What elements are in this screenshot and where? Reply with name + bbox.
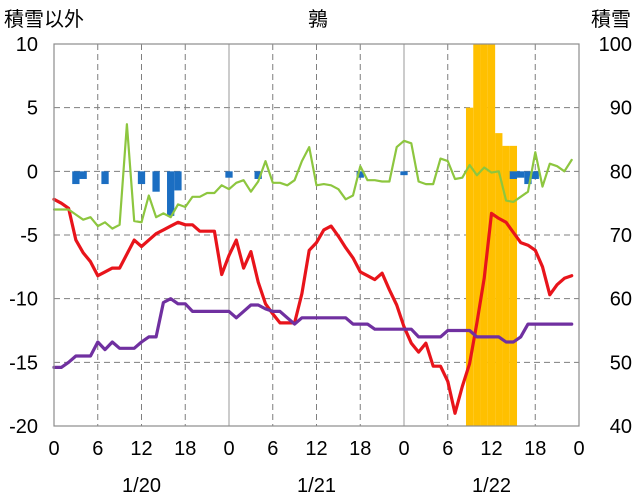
x-tick-label: 12 <box>480 438 502 460</box>
x-tick-label: 0 <box>573 438 584 460</box>
precip-bar <box>509 171 518 179</box>
left-y-tick-label: 10 <box>16 34 38 56</box>
precip-bar <box>531 171 539 179</box>
precip-bar <box>72 171 80 185</box>
x-tick-label: 18 <box>174 438 196 460</box>
series-line-red <box>52 197 574 415</box>
x-tick-label: 6 <box>92 438 103 460</box>
left-axis-label: 積雪以外 <box>4 8 84 31</box>
snow-depth-bar <box>487 44 496 426</box>
precip-bar <box>167 171 175 216</box>
series-lines <box>52 123 574 415</box>
date-label: 1/21 <box>297 475 336 497</box>
right-y-tick-label: 100 <box>599 34 632 56</box>
x-tick-label: 0 <box>398 438 409 460</box>
x-tick-label: 6 <box>442 438 453 460</box>
precip-bar <box>101 171 109 185</box>
x-tick-label: 12 <box>305 438 327 460</box>
left-y-tick-label: -20 <box>9 416 38 438</box>
left-y-tick-label: -10 <box>9 289 38 311</box>
precip-bar <box>174 171 182 191</box>
right-y-tick-label: 40 <box>610 416 632 438</box>
right-y-tick-label: 50 <box>610 352 632 374</box>
right-y-tick-label: 80 <box>610 161 632 183</box>
snow-depth-bar <box>473 44 481 426</box>
date-label: 1/20 <box>122 475 161 497</box>
snow-depth-bar <box>502 145 510 426</box>
x-tick-label: 0 <box>48 438 59 460</box>
axes <box>53 43 580 427</box>
snow-depth-bar <box>465 107 474 427</box>
left-y-tick-label: 0 <box>27 161 38 183</box>
x-tick-label: 12 <box>130 438 152 460</box>
date-label: 1/22 <box>472 475 511 497</box>
bars <box>72 44 539 427</box>
right-axis-label: 積雪 <box>591 8 631 31</box>
precip-bar <box>524 171 532 185</box>
series-line-green <box>52 123 573 230</box>
precip-bar <box>517 171 525 178</box>
precip-bar <box>152 171 160 192</box>
x-tick-label: 6 <box>267 438 278 460</box>
chart-title: 鶉 <box>308 8 328 31</box>
right-y-tick-label: 60 <box>610 289 632 311</box>
x-tick-label: 18 <box>349 438 371 460</box>
right-y-tick-label: 90 <box>610 98 632 120</box>
precip-bar <box>137 171 146 185</box>
plot-border <box>53 43 580 427</box>
precip-bar <box>79 171 87 179</box>
x-tick-label: 18 <box>524 438 546 460</box>
series-line-purple <box>52 297 574 369</box>
snow-depth-bar <box>495 133 503 426</box>
precip-bar <box>356 171 364 178</box>
precip-bar <box>225 171 233 178</box>
precip-bar <box>254 171 262 179</box>
right-y-tick-label: 70 <box>610 225 632 247</box>
left-y-tick-label: -5 <box>20 225 38 247</box>
x-tick-label: 0 <box>223 438 234 460</box>
left-y-tick-label: 5 <box>27 98 38 120</box>
left-y-tick-label: -15 <box>9 352 38 374</box>
snow-depth-bar <box>509 145 518 426</box>
precip-bar <box>400 171 408 176</box>
snow-depth-bar <box>480 44 488 426</box>
